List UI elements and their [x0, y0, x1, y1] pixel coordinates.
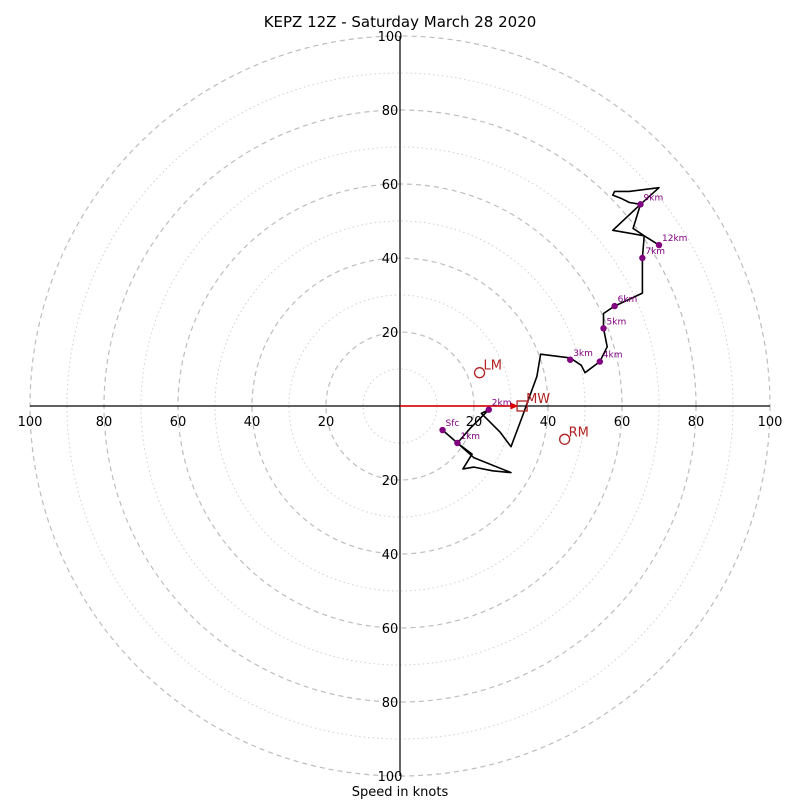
- height-marker-2km: [485, 406, 492, 413]
- y-tick-label: 100: [378, 770, 403, 785]
- y-tick-label: 40: [382, 252, 399, 267]
- height-marker-5km: [600, 325, 607, 332]
- height-label-sfc: Sfc: [446, 419, 460, 429]
- hodograph-series: [400, 186, 660, 474]
- storm-motion-markers: LM MW RM: [473, 359, 589, 445]
- height-marker-9km: [637, 201, 644, 208]
- x-tick-label: 80: [688, 415, 705, 430]
- height-marker-1km: [454, 439, 461, 447]
- y-tick-label: 80: [382, 696, 399, 711]
- hodograph-line: [442, 186, 660, 474]
- x-tick-label: 40: [540, 415, 557, 430]
- storm-motion-rm-marker: [559, 433, 571, 445]
- y-tick-label: 40: [382, 548, 399, 563]
- x-tick-label: 40: [244, 415, 261, 430]
- x-tick-label: 20: [318, 415, 335, 430]
- storm-motion-lm-marker: [473, 367, 486, 379]
- height-label-9km: 9km: [644, 193, 664, 203]
- height-marker-7km: [639, 254, 646, 262]
- height-label-3km: 3km: [573, 349, 593, 359]
- height-marker-3km: [567, 356, 574, 363]
- height-label-5km: 5km: [607, 317, 627, 327]
- storm-motion-mw-marker: [516, 400, 528, 412]
- x-tick-label: 60: [170, 415, 187, 430]
- height-label-7km: 7km: [645, 247, 665, 257]
- height-label-12km: 12km: [662, 234, 687, 244]
- x-tick-label: 80: [96, 415, 113, 430]
- chart-title: KEPZ 12Z - Saturday March 28 2020: [264, 13, 537, 31]
- storm-motion-rm-label: RM: [569, 425, 589, 440]
- x-axis-label: Speed in knots: [352, 785, 449, 800]
- height-marker-12km: [655, 241, 663, 249]
- storm-motion-mw-label: MW: [526, 392, 550, 407]
- height-label-6km: 6km: [618, 295, 638, 305]
- height-label-4km: 4km: [603, 351, 623, 361]
- tick-labels: 100 80 60 40 20 20 40 60 80 100 100 80 60 40 20 20 40 60 8…: [18, 30, 783, 785]
- x-tick-label: 100: [758, 415, 783, 430]
- height-marker-sfc: [439, 426, 446, 434]
- y-tick-label: 60: [382, 622, 399, 637]
- height-marker-4km: [596, 358, 603, 365]
- y-tick-label: 60: [382, 178, 399, 193]
- x-tick-label: 100: [18, 415, 43, 430]
- height-label-2km: 2km: [492, 399, 512, 409]
- shear-vector-arrowhead: [510, 402, 519, 410]
- storm-motion-lm-label: LM: [484, 359, 502, 374]
- height-label-1km: 1km: [460, 432, 480, 442]
- y-tick-label: 20: [382, 326, 399, 341]
- x-tick-label: 20: [466, 415, 483, 430]
- y-tick-label: 20: [382, 474, 399, 489]
- x-tick-label: 60: [614, 415, 631, 430]
- y-tick-label: 80: [382, 104, 399, 119]
- y-tick-label: 100: [378, 30, 403, 45]
- height-marker-6km: [611, 302, 618, 310]
